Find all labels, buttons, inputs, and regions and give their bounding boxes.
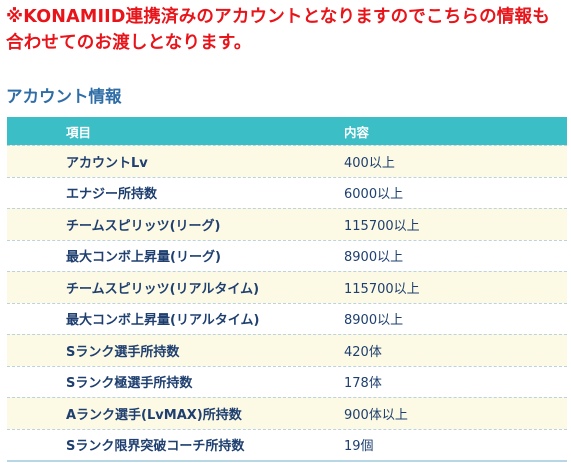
row-item: Sランク極選手所持数: [66, 376, 193, 392]
row-value: 178体: [344, 376, 382, 392]
notice-line-1: ※KONAMIID連携済みのアカウントとなりますのでこちらの情報も: [6, 7, 550, 27]
row-value: 900体以上: [344, 407, 408, 423]
row-value: 8900以上: [344, 250, 404, 266]
row-item: チームスピリッツ(リーグ): [66, 218, 221, 234]
row-item: Sランク限界突破コーチ所持数: [66, 439, 245, 455]
row-item: エナジー所持数: [66, 187, 158, 203]
row-value: 6000以上: [344, 187, 404, 203]
row-item: 最大コンボ上昇量(リアルタイム): [66, 313, 260, 329]
header-content: 内容: [344, 124, 370, 140]
row-value: 400以上: [344, 155, 395, 171]
table-row: 最大コンボ上昇量(リアルタイム) 8900以上: [7, 302, 567, 334]
table-row: Aランク選手(LvMAX)所持数 900体以上: [7, 397, 567, 429]
row-value: 19個: [344, 439, 374, 455]
row-item: アカウントLv: [66, 155, 148, 171]
row-value: 8900以上: [344, 313, 404, 329]
row-value: 115700以上: [344, 218, 420, 234]
table-row: アカウントLv 400以上: [7, 145, 567, 177]
table-row: Sランク限界突破コーチ所持数 19個: [7, 428, 567, 460]
section-title: アカウント情報: [6, 87, 122, 106]
header-item: 項目: [66, 124, 92, 140]
row-item: 最大コンボ上昇量(リーグ): [66, 250, 221, 266]
account-info-table: 項目 内容 アカウントLv 400以上 エナジー所持数 6000以上 チームスピ…: [7, 117, 567, 462]
table-row: チームスピリッツ(リーグ) 115700以上: [7, 208, 567, 240]
notice-line-2: 合わせてのお渡しとなります。: [6, 33, 252, 53]
table-row: Sランク極選手所持数 178体: [7, 365, 567, 397]
row-value: 420体: [344, 344, 382, 360]
table-row: チームスピリッツ(リアルタイム) 115700以上: [7, 271, 567, 303]
table-row: 最大コンボ上昇量(リーグ) 8900以上: [7, 239, 567, 271]
row-item: Sランク選手所持数: [66, 344, 180, 360]
table-row: エナジー所持数 6000以上: [7, 176, 567, 208]
account-notice: ※KONAMIID連携済みのアカウントとなりますのでこちらの情報も 合わせてのお…: [6, 4, 568, 56]
table-row: Sランク選手所持数 420体: [7, 334, 567, 366]
table-header: 項目 内容: [7, 117, 567, 145]
row-value: 115700以上: [344, 281, 420, 297]
row-item: チームスピリッツ(リアルタイム): [66, 281, 260, 297]
row-item: Aランク選手(LvMAX)所持数: [66, 407, 242, 423]
